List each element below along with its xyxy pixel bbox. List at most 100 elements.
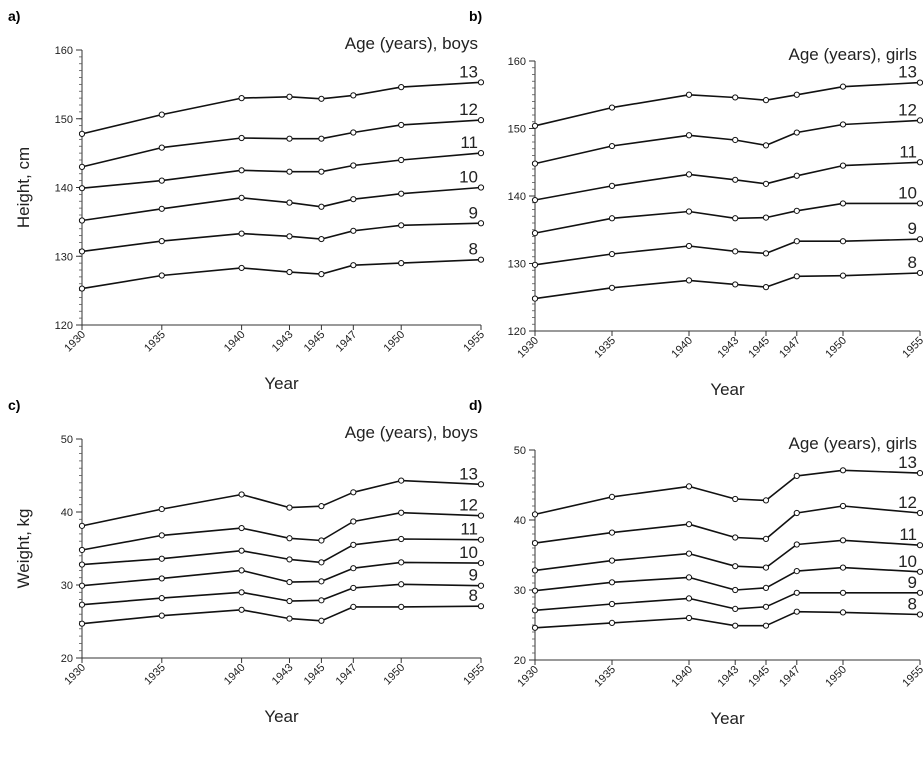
data-point	[685, 208, 693, 215]
x-tick-label: 1943	[270, 662, 296, 688]
data-point	[916, 200, 923, 207]
x-tick-label: 1943	[270, 329, 296, 355]
series-label: 8	[908, 253, 917, 272]
data-point	[286, 199, 293, 206]
data-point	[286, 268, 293, 276]
data-point	[916, 611, 923, 618]
data-point	[78, 130, 86, 137]
chart-svg: d) Age (years), girls 20 30 40 50 1930 1935 1940…	[469, 397, 923, 728]
data-point	[793, 207, 800, 214]
series-line-age-10	[81, 561, 482, 587]
data-point	[531, 122, 539, 129]
x-tick-label: 1930	[515, 335, 541, 361]
y-tick-label: 120	[55, 320, 73, 332]
data-point	[762, 584, 770, 591]
data-point	[398, 84, 405, 91]
chart-svg: c) Age (years), boys 20 30 40 50 1930 1935 1940 1…	[8, 397, 487, 726]
data-point	[398, 222, 405, 229]
data-point	[238, 491, 245, 498]
data-point	[732, 605, 739, 612]
data-point	[318, 537, 325, 544]
height-girls-chart: b) Age (years), girls 120 130 140 150 160 1930 1…	[461, 0, 923, 399]
y-tick-label: 40	[514, 515, 526, 527]
data-point	[78, 217, 86, 224]
data-point	[78, 601, 86, 608]
x-tick-label: 1940	[222, 329, 248, 355]
data-point	[286, 556, 293, 563]
y-tick-label: 20	[514, 655, 526, 667]
data-point	[238, 606, 245, 613]
data-point	[158, 612, 165, 619]
data-point	[685, 277, 693, 284]
data-point	[793, 129, 800, 136]
data-point	[608, 215, 616, 222]
x-tick-label: 1950	[382, 329, 408, 355]
series-label: 13	[459, 464, 478, 483]
series-line-age-13	[534, 81, 921, 127]
data-point	[916, 470, 923, 477]
x-axis-title: Year	[710, 380, 745, 399]
data-point	[793, 91, 800, 98]
y-tick-label: 120	[508, 326, 526, 338]
y-axis-title: Weight, kg	[14, 508, 33, 588]
data-point	[762, 142, 770, 149]
series-label: 8	[469, 240, 478, 259]
data-point	[350, 518, 357, 525]
x-tick-label: 1943	[716, 335, 742, 361]
y-tick-label: 140	[55, 183, 73, 195]
x-tick-label: 1930	[62, 662, 88, 688]
data-point	[318, 95, 325, 102]
series-label: 10	[898, 552, 917, 571]
data-point	[531, 511, 539, 518]
data-point	[732, 495, 739, 503]
data-point	[78, 248, 86, 255]
data-point	[793, 541, 800, 548]
data-point	[608, 284, 616, 291]
data-point	[350, 489, 357, 496]
data-point	[350, 262, 357, 269]
data-point	[398, 156, 405, 164]
data-point	[398, 121, 405, 129]
data-point	[286, 233, 293, 240]
data-point	[350, 196, 357, 203]
series-line-age-8	[534, 610, 921, 629]
weight-girls-chart: d) Age (years), girls 20 30 40 50 1930 1935 1940…	[461, 389, 923, 777]
data-point	[78, 285, 86, 292]
series-line-age-12	[534, 119, 921, 165]
data-point	[685, 595, 693, 602]
series-line-age-9	[81, 222, 482, 253]
data-point	[238, 589, 245, 596]
series-label: 8	[908, 595, 917, 614]
data-point	[158, 575, 165, 582]
data-point	[839, 200, 847, 207]
data-point	[238, 167, 245, 174]
data-point	[286, 615, 293, 622]
x-tick-label: 1935	[142, 662, 168, 688]
data-point	[916, 269, 923, 277]
data-point	[286, 93, 293, 100]
series-label: 13	[898, 453, 917, 472]
x-tick-label: 1940	[669, 335, 695, 361]
weight-boys-chart: c) Age (years), boys 20 30 40 50 1930 1935 1940 1…	[0, 389, 487, 777]
data-point	[685, 91, 693, 98]
y-tick-label: 50	[514, 445, 526, 457]
data-point	[762, 535, 770, 542]
data-point	[608, 493, 616, 501]
data-point	[732, 94, 739, 101]
series-line-age-13	[534, 469, 921, 516]
series-line-age-11	[534, 161, 921, 201]
data-point	[477, 79, 485, 86]
data-point	[477, 582, 485, 589]
x-tick-label: 1930	[62, 329, 88, 355]
data-point	[762, 180, 770, 187]
data-point	[398, 559, 405, 566]
x-axis-title: Year	[264, 374, 299, 393]
panel-label: b)	[469, 8, 482, 24]
data-point	[78, 546, 86, 554]
data-point	[318, 559, 325, 566]
x-tick-label: 1935	[592, 664, 618, 690]
data-point	[477, 560, 485, 567]
data-point	[398, 190, 405, 197]
data-point	[762, 497, 770, 504]
series-line-age-8	[81, 605, 482, 625]
